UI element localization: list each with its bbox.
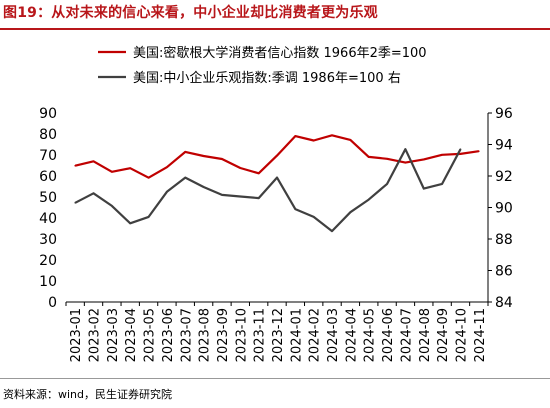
x-tick-label: 2024-09 <box>436 308 451 362</box>
series-1-point <box>423 158 425 161</box>
x-tick-label: 2024-01 <box>289 308 304 362</box>
series-line-1 <box>74 134 479 179</box>
x-tick-label: 2023-08 <box>198 308 213 362</box>
x-tick-label: 2024-05 <box>363 308 378 362</box>
right-tick-label: 96 <box>495 106 513 122</box>
left-tick-label: 80 <box>39 127 57 143</box>
x-tick-label: 2023-12 <box>271 308 286 362</box>
series-2-point <box>92 192 95 195</box>
x-tick-label: 2023-05 <box>143 308 158 362</box>
series-2-point <box>312 216 315 218</box>
series-1-point <box>221 158 223 160</box>
series-2-point <box>111 205 113 207</box>
series-1-point <box>129 167 131 169</box>
series-2-point <box>166 191 168 193</box>
right-tick-label: 92 <box>495 169 513 185</box>
chart-axes: 0 10 20 30 40 50 60 70 80 90 84 86 88 90 92 94 96 2023-01… <box>39 106 513 362</box>
x-tick-label: 2023-11 <box>253 308 268 362</box>
series-1-point <box>184 151 187 153</box>
x-tick-label: 2023-07 <box>179 308 194 362</box>
legend-label-1: 美国:密歇根大学消费者信心指数 1966年2季=100 <box>133 45 427 61</box>
title-rule <box>0 28 550 30</box>
series-line-2 <box>74 148 462 233</box>
series-1-point <box>478 150 480 152</box>
series-1-point <box>276 154 278 157</box>
series-1-point <box>202 155 205 157</box>
left-tick-label: 70 <box>39 148 57 164</box>
legend-label-2: 美国:中小企业乐观指数:季调 1986年=100 右 <box>133 70 401 86</box>
series-1-point <box>459 153 462 155</box>
x-tick-label: 2024-08 <box>418 308 433 362</box>
series-2-point <box>147 216 150 218</box>
x-tick-label: 2023-06 <box>161 308 176 362</box>
x-tick-label: 2023-04 <box>124 308 139 362</box>
source-note: 资料来源：wind，民生证券研究院 <box>3 388 173 401</box>
series-2-point <box>367 198 370 201</box>
series-1-point <box>441 154 443 156</box>
series-1-point <box>111 171 113 173</box>
series-2-point <box>184 176 187 179</box>
series-2-point <box>239 195 242 198</box>
series-1-point <box>166 166 168 168</box>
series-2-point <box>129 222 131 225</box>
series-2-point <box>257 197 260 199</box>
left-tick-label: 30 <box>39 232 57 248</box>
series-1-point <box>147 176 150 179</box>
right-tick-label: 90 <box>495 201 513 217</box>
chart-legend: 美国:密歇根大学消费者信心指数 1966年2季=100 美国:中小企业乐观指数:季… <box>98 45 427 86</box>
series-1-point <box>349 139 352 141</box>
line-chart: 美国:密歇根大学消费者信心指数 1966年2季=100 美国:中小企业乐观指数:季… <box>39 45 513 362</box>
source-rule <box>0 378 550 379</box>
left-tick-label: 50 <box>39 190 57 206</box>
series-2-point <box>423 187 425 190</box>
series-1-point <box>331 134 333 137</box>
right-tick-label: 94 <box>495 138 513 154</box>
series-2-point <box>202 186 205 188</box>
x-tick-label: 2023-09 <box>216 308 231 362</box>
x-tick-label: 2023-03 <box>106 308 121 362</box>
series-2-point <box>331 230 333 232</box>
left-tick-label: 20 <box>39 253 57 269</box>
series-2-point <box>404 148 407 150</box>
x-tick-label: 2023-01 <box>69 308 84 362</box>
series-2-point <box>221 194 223 196</box>
series-1-point <box>294 135 297 137</box>
right-tick-label: 86 <box>495 264 513 280</box>
x-tick-label: 2024-02 <box>308 308 323 362</box>
x-tick-label: 2023-10 <box>234 308 249 362</box>
left-tick-label: 40 <box>39 211 57 227</box>
series-2-point <box>459 148 462 150</box>
series-1-point <box>92 160 95 163</box>
left-tick-label: 60 <box>39 169 57 185</box>
series-2-point <box>276 176 278 179</box>
chart-series <box>74 134 480 233</box>
series-2-point <box>349 211 352 213</box>
series-2-point <box>294 208 297 210</box>
left-tick-label: 90 <box>39 106 57 122</box>
series-1-point <box>74 164 76 167</box>
figure-title: 图19：从对未来的信心来看，中小企业却比消费者更为乐观 <box>3 5 378 21</box>
series-2-point <box>386 183 388 185</box>
series-1-point <box>386 158 388 160</box>
x-tick-label: 2024-04 <box>344 308 359 362</box>
x-tick-label: 2024-10 <box>454 308 469 362</box>
x-tick-label: 2024-03 <box>326 308 341 362</box>
x-tick-label: 2023-02 <box>88 308 103 362</box>
right-tick-label: 84 <box>495 295 513 311</box>
series-2-point <box>441 183 443 185</box>
x-tick-label: 2024-06 <box>381 308 396 362</box>
series-1-point <box>257 172 260 175</box>
left-tick-label: 0 <box>48 295 57 311</box>
series-2-point <box>74 202 76 204</box>
series-1-point <box>404 161 407 164</box>
x-tick-label: 2024-11 <box>473 308 488 362</box>
series-1-point <box>312 139 315 142</box>
left-tick-label: 10 <box>39 274 57 290</box>
series-1-point <box>367 156 370 158</box>
x-tick-label: 2024-07 <box>399 308 414 362</box>
right-tick-label: 88 <box>495 232 513 248</box>
series-1-point <box>239 167 242 169</box>
